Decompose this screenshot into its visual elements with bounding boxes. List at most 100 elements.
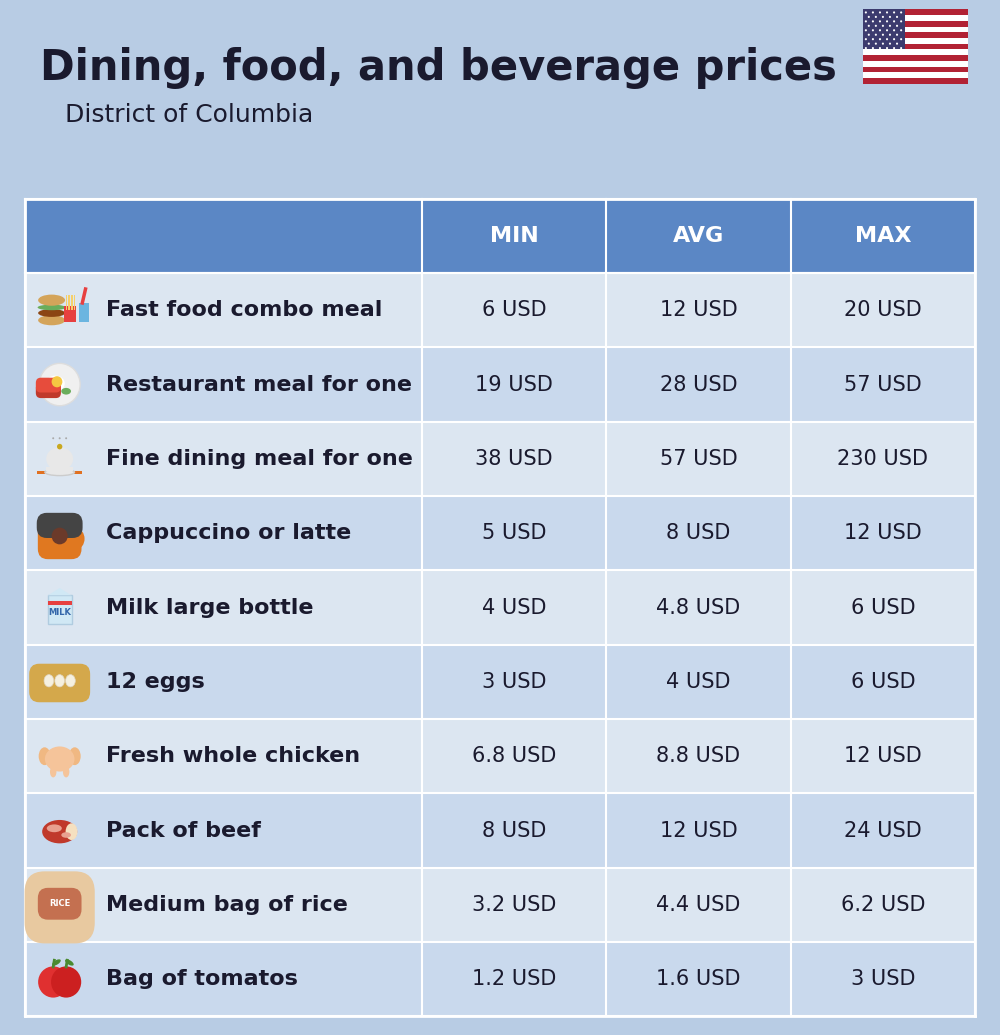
Text: 12 USD: 12 USD — [660, 300, 737, 320]
Circle shape — [52, 376, 62, 387]
Ellipse shape — [61, 832, 71, 837]
Text: 57 USD: 57 USD — [660, 449, 737, 469]
Bar — [862, 43, 968, 50]
Ellipse shape — [39, 747, 51, 765]
Circle shape — [872, 47, 874, 50]
Ellipse shape — [45, 746, 74, 771]
Text: 6.2 USD: 6.2 USD — [841, 895, 925, 915]
Ellipse shape — [52, 959, 61, 966]
Text: 8 USD: 8 USD — [482, 821, 546, 840]
Text: 4 USD: 4 USD — [666, 672, 731, 691]
Circle shape — [900, 38, 902, 40]
Ellipse shape — [42, 820, 77, 844]
Ellipse shape — [66, 823, 77, 840]
Circle shape — [865, 21, 867, 23]
Circle shape — [865, 38, 867, 40]
Bar — [25, 273, 975, 348]
Text: 3 USD: 3 USD — [851, 969, 915, 989]
Text: 38 USD: 38 USD — [475, 449, 553, 469]
Text: 6 USD: 6 USD — [851, 672, 915, 691]
Circle shape — [39, 363, 80, 406]
Bar — [74, 295, 75, 310]
Circle shape — [875, 42, 877, 45]
Circle shape — [865, 11, 867, 13]
Text: 19 USD: 19 USD — [475, 375, 553, 394]
Bar — [862, 32, 968, 38]
Text: 5 USD: 5 USD — [482, 524, 546, 543]
Circle shape — [893, 38, 895, 40]
Text: 6.8 USD: 6.8 USD — [472, 746, 556, 766]
Text: 6 USD: 6 USD — [482, 300, 547, 320]
Text: Medium bag of rice: Medium bag of rice — [106, 895, 348, 915]
FancyBboxPatch shape — [25, 871, 95, 944]
Ellipse shape — [65, 959, 74, 966]
Text: 8.8 USD: 8.8 USD — [656, 746, 741, 766]
FancyBboxPatch shape — [38, 515, 82, 559]
Circle shape — [865, 47, 867, 50]
Circle shape — [865, 29, 867, 31]
Circle shape — [900, 47, 902, 50]
Text: 57 USD: 57 USD — [844, 375, 922, 394]
Circle shape — [57, 444, 62, 449]
Circle shape — [900, 21, 902, 23]
Circle shape — [893, 21, 895, 23]
Circle shape — [879, 11, 881, 13]
Text: Pack of beef: Pack of beef — [106, 821, 261, 840]
Circle shape — [893, 29, 895, 31]
Circle shape — [893, 11, 895, 13]
Bar — [862, 9, 968, 84]
Bar — [25, 867, 975, 942]
Text: 230 USD: 230 USD — [837, 449, 928, 469]
Ellipse shape — [61, 388, 71, 394]
Text: 1.2 USD: 1.2 USD — [472, 969, 556, 989]
Bar — [46, 467, 73, 471]
Circle shape — [38, 967, 68, 998]
Text: Cappuccino or latte: Cappuccino or latte — [106, 524, 352, 543]
Bar — [862, 21, 968, 27]
FancyBboxPatch shape — [79, 303, 89, 323]
FancyBboxPatch shape — [38, 888, 82, 920]
Ellipse shape — [50, 766, 56, 777]
Circle shape — [879, 38, 881, 40]
Circle shape — [882, 42, 884, 45]
Bar — [25, 570, 975, 645]
Text: AVG: AVG — [673, 226, 724, 246]
Circle shape — [879, 47, 881, 50]
Text: 4 USD: 4 USD — [482, 597, 546, 618]
Bar — [25, 794, 975, 867]
Bar — [862, 9, 968, 16]
Text: 1.6 USD: 1.6 USD — [656, 969, 741, 989]
Text: 24 USD: 24 USD — [844, 821, 922, 840]
Ellipse shape — [69, 747, 81, 765]
Bar — [25, 496, 975, 570]
Bar — [71, 295, 73, 310]
Bar — [862, 9, 904, 50]
FancyBboxPatch shape — [29, 663, 90, 703]
Circle shape — [886, 29, 888, 31]
Ellipse shape — [38, 309, 65, 317]
Circle shape — [879, 29, 881, 31]
Circle shape — [886, 38, 888, 40]
Text: Fine dining meal for one: Fine dining meal for one — [106, 449, 413, 469]
Text: 12 eggs: 12 eggs — [106, 672, 205, 691]
Circle shape — [882, 16, 884, 18]
Circle shape — [896, 25, 898, 27]
Circle shape — [893, 47, 895, 50]
Text: Milk large bottle: Milk large bottle — [106, 597, 314, 618]
Bar — [25, 421, 975, 496]
Text: 4.4 USD: 4.4 USD — [656, 895, 741, 915]
Circle shape — [875, 34, 877, 36]
Bar — [25, 348, 975, 421]
Text: 20 USD: 20 USD — [844, 300, 922, 320]
Circle shape — [868, 34, 870, 36]
Ellipse shape — [38, 304, 66, 310]
Text: Fresh whole chicken: Fresh whole chicken — [106, 746, 360, 766]
Text: 8 USD: 8 USD — [666, 524, 731, 543]
Ellipse shape — [46, 376, 65, 391]
Ellipse shape — [44, 675, 54, 687]
Polygon shape — [48, 588, 72, 595]
Text: District of Columbia: District of Columbia — [65, 104, 313, 127]
Circle shape — [886, 21, 888, 23]
Ellipse shape — [55, 675, 65, 687]
Bar — [25, 719, 975, 794]
